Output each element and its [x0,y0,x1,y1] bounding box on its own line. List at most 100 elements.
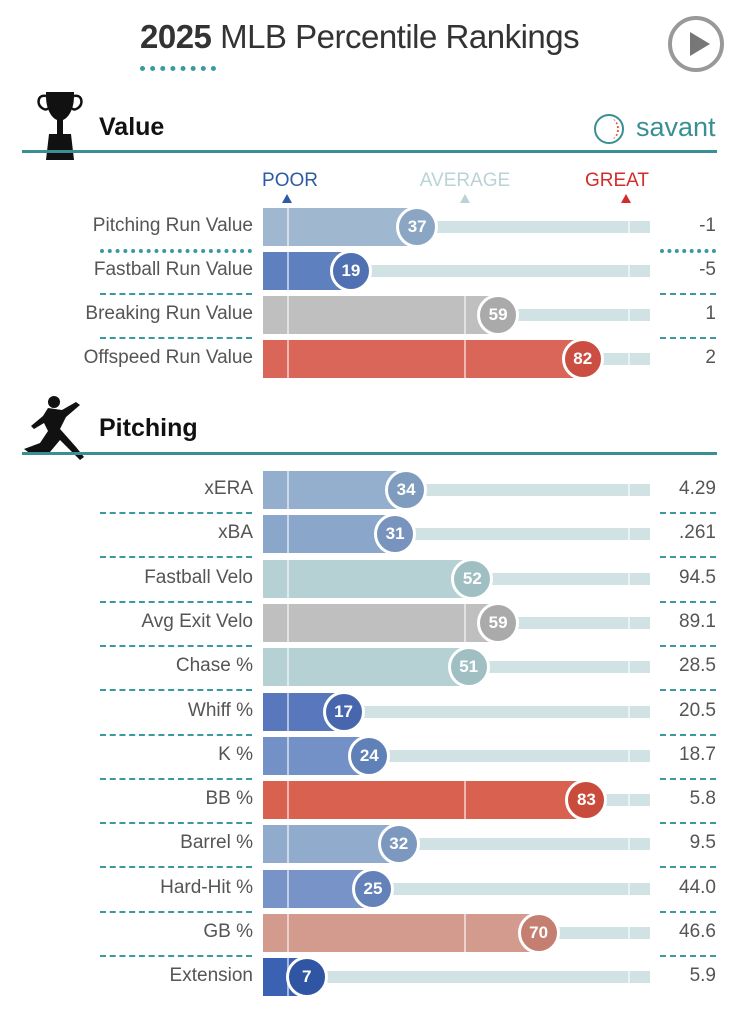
metric-value: 18.7 [679,743,716,765]
gridline [628,971,630,984]
metric-value: .261 [679,522,716,544]
percentile-bar [263,340,583,378]
metric-label: Chase % [175,655,253,677]
average-marker-icon [460,194,470,203]
percentile-track [492,572,650,585]
row-divider [660,337,716,339]
gridline [287,603,289,642]
row-divider [100,733,252,736]
section-title-value: Value [99,113,165,141]
metric-value: 46.6 [679,921,716,942]
scale-poor-label: POOR [262,170,318,191]
row-divider [660,293,716,295]
row-divider [100,777,252,780]
percentile-track [437,221,650,233]
gridline [628,572,630,585]
percentile-badge: 32 [377,823,420,866]
row-divider [100,337,252,339]
scale-average-label: AVERAGE [419,170,511,191]
metric-label: Avg Exit Velo [141,610,253,632]
percentile-bar [263,471,407,509]
gridline [464,296,466,334]
gridline [628,484,630,496]
metric-label: Whiff % [187,699,253,721]
percentile-track [558,927,650,939]
metric-value: 5.8 [689,788,716,810]
gridline [628,661,630,674]
gridline [287,825,289,864]
percentile-track [326,971,650,984]
metric-value: 89.1 [679,610,716,632]
percentile-badge: 31 [374,513,417,556]
percentile-badge: 59 [477,601,520,644]
gridline [628,882,630,895]
metric-value: 44.0 [679,876,716,898]
gridline [287,471,289,509]
page-title: 2025 MLB Percentile Rankings [140,18,580,55]
gridline [628,353,630,365]
row-divider [660,866,716,869]
gridline [464,781,466,820]
row-divider [660,249,716,253]
section-divider [22,150,717,153]
row-divider [100,955,252,957]
metric-label: xBA [218,522,253,544]
percentile-track [418,838,650,851]
metric-label: Fastball Run Value [93,259,253,280]
gridline [287,869,289,908]
percentile-bar [263,825,399,864]
gridline [287,296,289,334]
gridline [287,781,289,820]
title-underline [140,66,216,71]
percentile-badge: 7 [285,956,328,999]
percentile-badge: 52 [451,557,494,600]
percentile-bar [263,914,539,952]
row-divider [100,689,252,692]
gridline [287,692,289,731]
percentile-badge: 82 [561,338,604,380]
metric-label: xERA [204,478,253,499]
poor-marker-icon [282,194,292,203]
row-divider [100,600,252,603]
metric-label: Fastball Velo [144,566,253,588]
row-divider [660,955,716,957]
metric-label: GB % [203,921,253,942]
gridline [287,208,289,246]
play-button[interactable] [668,16,724,72]
row-divider [660,822,716,825]
row-divider [660,733,716,736]
gridline [628,794,630,807]
row-divider [100,512,252,514]
metric-value: 4.29 [679,478,716,499]
gridline [464,603,466,642]
row-divider [660,644,716,647]
section-divider [22,452,717,455]
row-divider [660,512,716,514]
gridline [287,648,289,687]
savant-brand: savant [636,112,716,142]
percentile-track [518,309,650,321]
percentile-badge: 37 [396,206,439,248]
percentile-badge: 34 [385,469,428,511]
great-marker-icon [621,194,631,203]
percentile-track [426,484,650,496]
percentile-bar [263,781,587,820]
percentile-badge: 70 [517,912,560,954]
percentile-track [488,661,650,674]
metric-value: 9.5 [689,832,716,854]
percentile-badge: 25 [352,867,394,910]
gridline [628,265,630,277]
metric-label: Extension [169,965,253,987]
gridline [628,221,630,233]
percentile-badge: 59 [477,294,520,336]
gridline [287,736,289,775]
gridline [628,616,630,629]
percentile-badge: 51 [447,646,490,689]
gridline [287,340,289,378]
row-divider [100,293,252,295]
row-divider [660,600,716,603]
percentile-track [389,749,650,762]
metric-value: 94.5 [679,566,716,588]
metric-label: BB % [205,788,253,810]
metric-label: Offspeed Run Value [83,347,253,368]
